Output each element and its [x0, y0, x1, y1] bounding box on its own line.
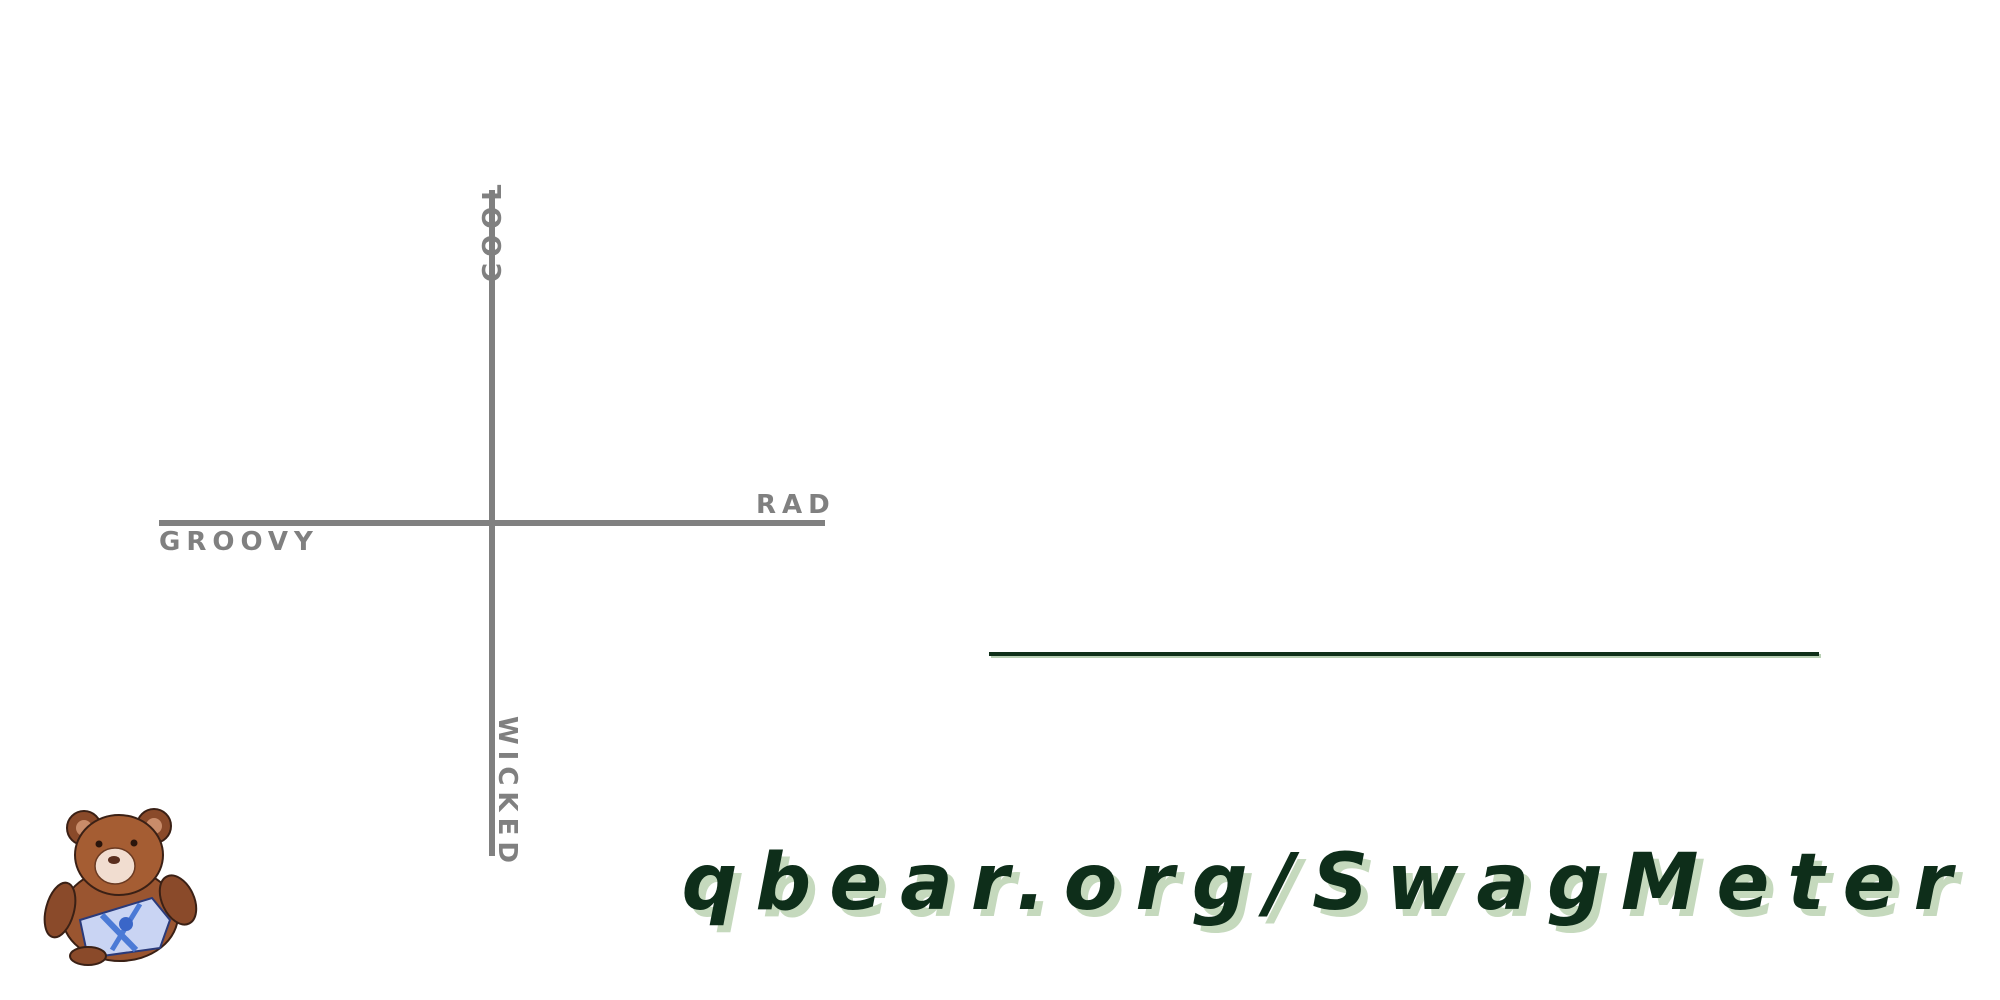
write-in-line — [989, 652, 1819, 656]
teddy-bear-icon — [42, 800, 202, 966]
footer-url: qbear.org/SwagMeter — [681, 838, 1970, 928]
axis-label-cool: COOL — [478, 178, 508, 282]
axis-label-wicked: WICKED — [492, 716, 522, 869]
axis-label-groovy: GROOVY — [159, 527, 319, 557]
axis-label-rad: RAD — [756, 490, 836, 520]
horizontal-axis — [159, 520, 825, 526]
